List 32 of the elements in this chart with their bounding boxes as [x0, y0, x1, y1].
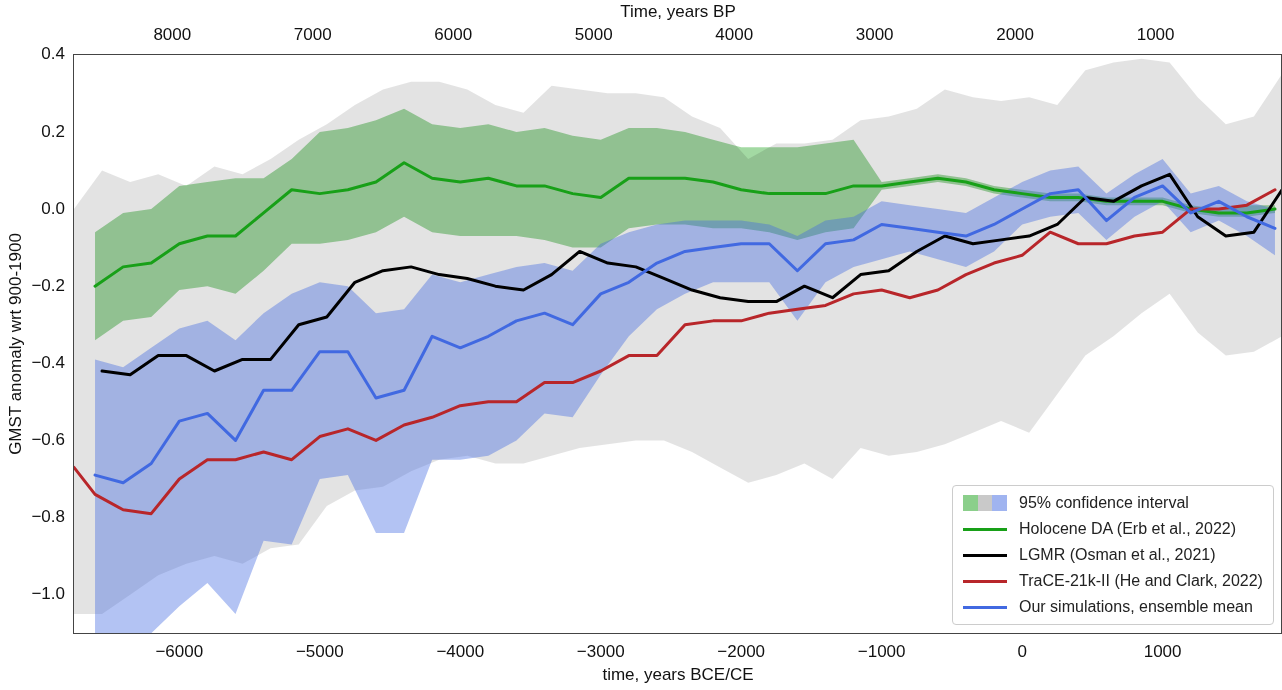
y-tick-label: −0.2 — [31, 275, 65, 295]
x-tick-label: −6000 — [155, 642, 204, 662]
y-tick-label: −1.0 — [31, 584, 65, 604]
y-tick-label: −0.4 — [31, 352, 65, 372]
y-axis-title: GMST anomaly wrt 900-1900 — [5, 233, 25, 455]
x-tick-label: −2000 — [717, 642, 766, 662]
y-tick-label: 0.2 — [41, 121, 65, 141]
x-tick-label: −1000 — [857, 642, 906, 662]
x-axis-title: time, years BCE/CE — [602, 665, 754, 685]
y-tick-label: −0.6 — [31, 430, 65, 450]
annotation: 95% confidence interval — [1019, 494, 1189, 513]
y-tick-label: 0.4 — [41, 44, 65, 64]
legend-label: LGMR (Osman et al., 2021) — [1019, 546, 1216, 565]
x2-axis-title: Time, years BP — [620, 1, 736, 21]
x2-tick-label: 7000 — [293, 25, 332, 45]
x2-tick-label: 8000 — [153, 25, 192, 45]
y-tick-label: 0.0 — [41, 198, 65, 218]
x2-tick-label: 3000 — [855, 25, 894, 45]
x-tick-label: 1000 — [1143, 642, 1182, 662]
x2-tick-label: 6000 — [434, 25, 473, 45]
x2-tick-label: 2000 — [996, 25, 1035, 45]
x-tick-label: −3000 — [576, 642, 625, 662]
x-tick-label: −5000 — [295, 642, 344, 662]
x2-tick-label: 1000 — [1136, 25, 1175, 45]
y-tick-label: −0.8 — [31, 507, 65, 527]
x2-tick-label: 5000 — [574, 25, 613, 45]
x-tick-label: −4000 — [436, 642, 485, 662]
x-tick-label: 0 — [1017, 642, 1027, 662]
x2-tick-label: 4000 — [715, 25, 754, 45]
legend-label: Holocene DA (Erb et al., 2022) — [1019, 520, 1237, 539]
legend-label: TraCE-21k-II (He and Clark, 2022) — [1019, 572, 1263, 591]
legend-label: Our simulations, ensemble mean — [1019, 598, 1253, 617]
